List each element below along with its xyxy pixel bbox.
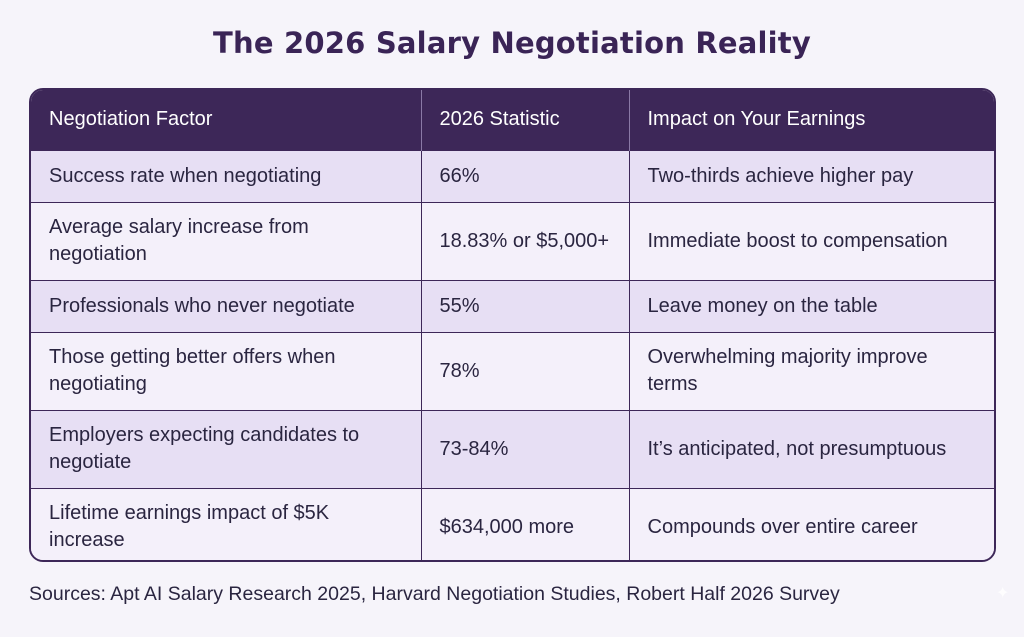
table-row: Professionals who never negotiate 55% Le… (31, 280, 994, 332)
factor-cell: Those getting better offers when negotia… (31, 332, 422, 410)
table-row: Employers expecting candidates to negoti… (31, 410, 994, 488)
impact-cell: Compounds over entire career (647, 515, 918, 538)
factor-cell: Employers expecting candidates to negoti… (31, 410, 422, 488)
impact-cell: Overwhelming majority improve terms (647, 346, 928, 395)
statistic-cell: 55% (421, 280, 630, 332)
statistic-cell: 66% (421, 150, 630, 202)
page-title: The 2026 Salary Negotiation Reality (213, 26, 811, 60)
column-header-statistic: 2026 Statistic (421, 90, 630, 150)
factor-cell: Average salary increase from negotiation (31, 202, 422, 280)
sparkle-icon: ✦ (996, 585, 1010, 602)
table-header-row: Negotiation Factor 2026 Statistic Impact… (31, 90, 994, 150)
negotiation-table: Negotiation Factor 2026 Statistic Impact… (29, 88, 996, 562)
impact-cell: It’s anticipated, not presumptuous (647, 437, 947, 460)
statistic-cell: 73-84% (421, 410, 630, 488)
impact-cell: Immediate boost to compensation (647, 229, 948, 252)
statistic-cell: $634,000 more (421, 488, 630, 560)
table-row: Average salary increase from negotiation… (31, 202, 994, 280)
factor-cell: Lifetime earnings impact of $5K increase (31, 488, 422, 560)
statistic-cell: 78% (421, 332, 630, 410)
column-header-impact: Impact on Your Earnings (647, 108, 866, 131)
column-header-factor: Negotiation Factor (31, 90, 422, 150)
table-row: Those getting better offers when negotia… (31, 332, 994, 410)
factor-cell: Success rate when negotiating (31, 150, 422, 202)
statistic-cell: 18.83% or $5,000+ (421, 202, 630, 280)
sources-note: Sources: Apt AI Salary Research 2025, Ha… (29, 583, 840, 605)
impact-cell: Leave money on the table (647, 294, 878, 317)
table-row: Success rate when negotiating 66% Two-th… (31, 150, 994, 202)
impact-cell: Two-thirds achieve higher pay (647, 164, 914, 187)
factor-cell: Professionals who never negotiate (31, 280, 422, 332)
table-row: Lifetime earnings impact of $5K increase… (31, 488, 994, 560)
